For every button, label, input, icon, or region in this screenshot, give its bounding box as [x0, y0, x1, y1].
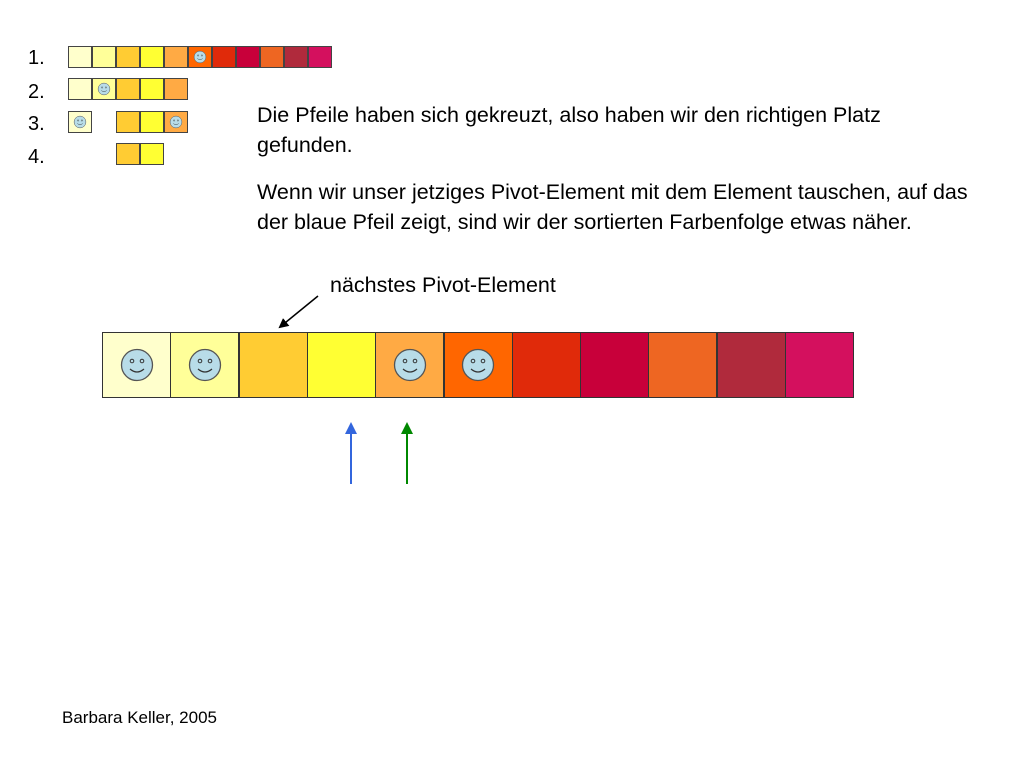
next-pivot-label: nächstes Pivot-Element [330, 273, 556, 297]
step-cell [260, 46, 284, 68]
step-cell [68, 78, 92, 100]
explanation-paragraph-1: Die Pfeile haben sich gekreuzt, also hab… [257, 103, 881, 157]
color-cell [511, 332, 581, 398]
step-cell [284, 46, 308, 68]
smiley-icon [193, 50, 207, 64]
color-cell [306, 332, 376, 398]
smiley-icon [393, 348, 426, 382]
step-cell [140, 46, 164, 68]
step-cell [116, 143, 140, 165]
author-credit: Barbara Keller, 2005 [62, 708, 217, 727]
smiley-icon [461, 348, 495, 382]
color-cell [443, 332, 513, 398]
color-cell [580, 332, 650, 398]
step-label-3: 3. [28, 113, 45, 135]
step-cell [116, 46, 140, 68]
smiley-icon [120, 348, 153, 382]
step-cell [212, 46, 236, 68]
step-label-1: 1. [28, 47, 45, 69]
color-cell [648, 332, 718, 398]
step-cell [140, 111, 164, 133]
pivot-pointer-line [278, 295, 319, 329]
color-cell [785, 332, 854, 398]
step-cell [68, 111, 92, 133]
step-cell [140, 78, 164, 100]
step-cell [116, 78, 140, 100]
color-cell [716, 332, 786, 398]
step-cell [188, 46, 212, 68]
smiley-icon [73, 115, 87, 129]
step-cell [236, 46, 260, 68]
step-cell [308, 46, 332, 68]
smiley-icon [169, 115, 183, 129]
color-cell [375, 332, 445, 398]
smiley-icon [97, 82, 111, 96]
smiley-icon [188, 348, 221, 382]
step-cell [164, 78, 188, 100]
explanation-paragraph-2: Wenn wir unser jetziges Pivot-Element mi… [257, 180, 968, 234]
color-cell [102, 332, 171, 398]
step-cell [164, 111, 188, 133]
step-cell [92, 78, 116, 100]
step-cell [68, 46, 92, 68]
step-cell [116, 111, 140, 133]
step-label-4: 4. [28, 146, 45, 168]
step-cell [92, 46, 116, 68]
step-cell [164, 46, 188, 68]
step-label-2: 2. [28, 81, 45, 103]
step-cell [140, 143, 164, 165]
color-cell [170, 332, 240, 398]
color-cell [238, 332, 308, 398]
